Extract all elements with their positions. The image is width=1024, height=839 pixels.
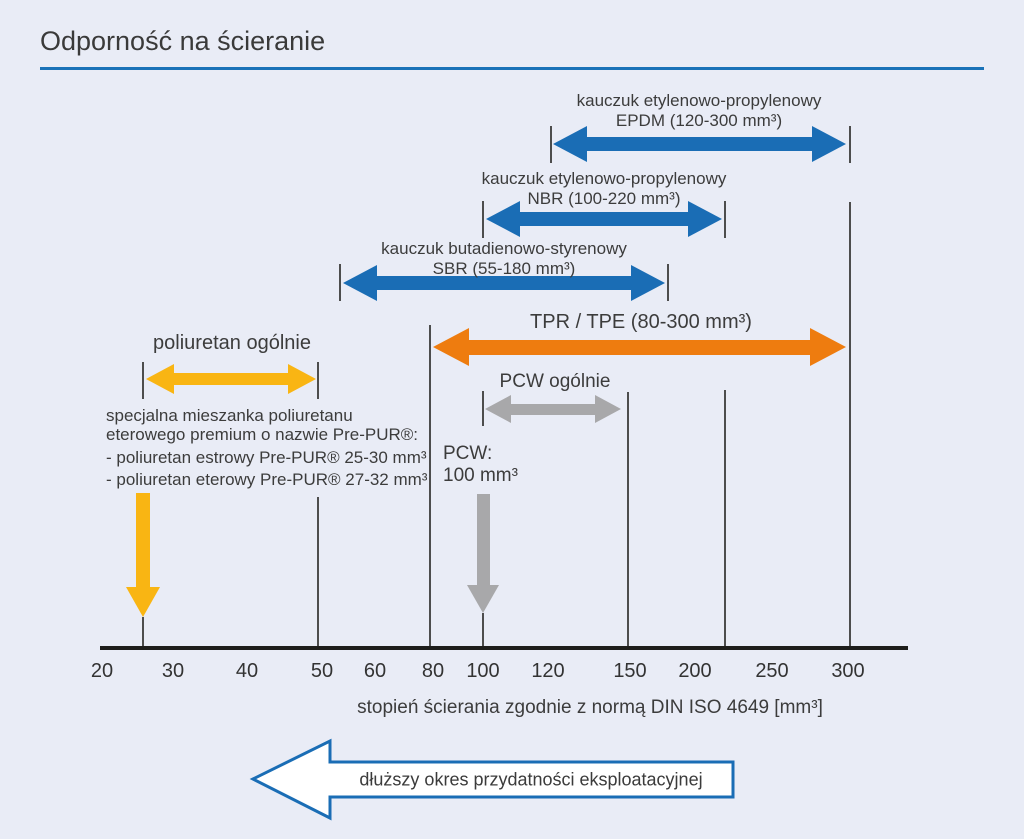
- series-label-line: TPR / TPE (80-300 mm³): [530, 311, 752, 333]
- range-arrow-tpr-tpe: [433, 328, 846, 366]
- x-axis-tick-label: 300: [831, 660, 865, 682]
- arrowhead-right: [810, 328, 846, 366]
- down-arrow-shaft: [476, 494, 490, 585]
- guide-line: [482, 613, 484, 646]
- guide-line: [724, 201, 726, 238]
- series-label-line: kauczuk butadienowo-styrenowy: [381, 239, 627, 258]
- guide-line: [429, 325, 431, 646]
- series-label-nbr: kauczuk etylenowo-propylenowy NBR (100-22…: [482, 169, 727, 209]
- series-label-line: PCW ogólnie: [499, 371, 611, 392]
- x-axis-tick-label: 20: [90, 660, 114, 682]
- series-label-line: NBR (100-220 mm³): [527, 189, 681, 208]
- arrowhead-right: [288, 364, 316, 394]
- arrow-shaft: [518, 212, 690, 226]
- down-arrowhead: [126, 587, 160, 617]
- arrowhead-left: [553, 126, 587, 162]
- arrowhead-right: [688, 201, 722, 237]
- down-arrow-pcw-point: [467, 494, 499, 613]
- arrowhead-left: [343, 265, 377, 301]
- series-label-line: kauczuk etylenowo-propylenowy: [576, 91, 822, 110]
- arrow-shaft: [467, 339, 812, 355]
- annotation-pre-pur-note-line-4: - poliuretan eterowy Pre-PUR® 27-32 mm³: [106, 470, 428, 489]
- series-label-line: SBR (55-180 mm³): [432, 259, 576, 278]
- arrowhead-left: [433, 328, 469, 366]
- title-rule: [40, 67, 984, 70]
- arrowhead-left: [486, 201, 520, 237]
- guide-line: [550, 126, 552, 163]
- guide-line: [667, 264, 669, 301]
- x-axis-tick-label: 250: [755, 660, 789, 682]
- guide-line: [482, 391, 484, 426]
- range-arrow-poliuretan: [146, 364, 316, 394]
- longer-service-life-label: dłuższy okres przydatności eksploatacyjn…: [359, 769, 703, 790]
- x-axis-title: stopień ścierania zgodnie z normą DIN IS…: [357, 697, 823, 718]
- annotation-pre-pur-note-line-2: eterowego premium o nazwie Pre-PUR®:: [106, 425, 419, 444]
- x-axis-tick-label: 120: [531, 660, 565, 682]
- series-label-line: EPDM (120-300 mm³): [615, 111, 783, 130]
- x-axis-tick-label: 150: [613, 660, 647, 682]
- series-label-tpr-tpe: TPR / TPE (80-300 mm³): [530, 311, 752, 334]
- annotation-pre-pur-note-line-3: - poliuretan estrowy Pre-PUR® 25-30 mm³: [106, 448, 427, 467]
- arrow-shaft: [585, 137, 814, 151]
- x-axis-tick-label: 200: [678, 660, 712, 682]
- arrowhead-right: [595, 395, 621, 423]
- down-arrow-pre-pur: [126, 493, 160, 617]
- arrowhead-right: [631, 265, 665, 301]
- guide-line: [724, 390, 726, 646]
- series-label-sbr: kauczuk butadienowo-styrenowy SBR (55-180…: [381, 239, 627, 279]
- x-axis-tick-label: 30: [161, 660, 185, 682]
- range-arrow-nbr: [486, 201, 722, 237]
- annotation-pre-pur-note-line-1: specjalna mieszanka poliuretanu: [106, 406, 353, 425]
- guide-line: [627, 392, 629, 646]
- page-title: Odporność na ścieranie: [40, 26, 326, 56]
- down-arrow-shaft: [136, 493, 150, 587]
- series-label-epdm: kauczuk etylenowo-propylenowy EPDM (120-3…: [577, 91, 822, 131]
- series-label-line: poliuretan ogólnie: [153, 332, 311, 354]
- arrowhead-right: [812, 126, 846, 162]
- arrowhead-left: [485, 395, 511, 423]
- guide-line: [482, 201, 484, 238]
- range-arrow-sbr: [343, 265, 665, 301]
- guide-line: [317, 362, 319, 399]
- series-label-pcw: PCW ogólnie: [500, 371, 611, 393]
- arrow-shaft: [172, 373, 290, 385]
- x-axis-tick-label: 60: [363, 660, 387, 682]
- guide-line: [849, 202, 851, 646]
- x-axis-tick-label: 40: [235, 660, 259, 682]
- annotation-pcw-value-line-1: PCW:: [443, 443, 493, 464]
- x-axis-tick-label: 80: [421, 660, 445, 682]
- range-arrow-epdm: [553, 126, 846, 162]
- x-axis-tick-label: 50: [310, 660, 334, 682]
- arrowhead-left: [146, 364, 174, 394]
- series-label-poliuretan: poliuretan ogólnie: [153, 332, 311, 355]
- guide-line: [849, 126, 851, 163]
- guide-line: [142, 362, 144, 399]
- down-arrowhead: [467, 585, 499, 613]
- guide-line: [142, 617, 144, 646]
- arrow-shaft: [375, 276, 633, 290]
- x-axis: [100, 646, 908, 650]
- guide-line: [317, 497, 319, 646]
- guide-line: [339, 264, 341, 301]
- arrow-shaft: [509, 403, 597, 415]
- range-arrow-pcw: [485, 395, 621, 423]
- longer-service-life-arrow: [249, 738, 735, 821]
- x-axis-tick-label: 100: [466, 660, 500, 682]
- series-label-line: kauczuk etylenowo-propylenowy: [481, 169, 727, 188]
- annotation-pcw-value-line-2: 100 mm³: [443, 465, 518, 486]
